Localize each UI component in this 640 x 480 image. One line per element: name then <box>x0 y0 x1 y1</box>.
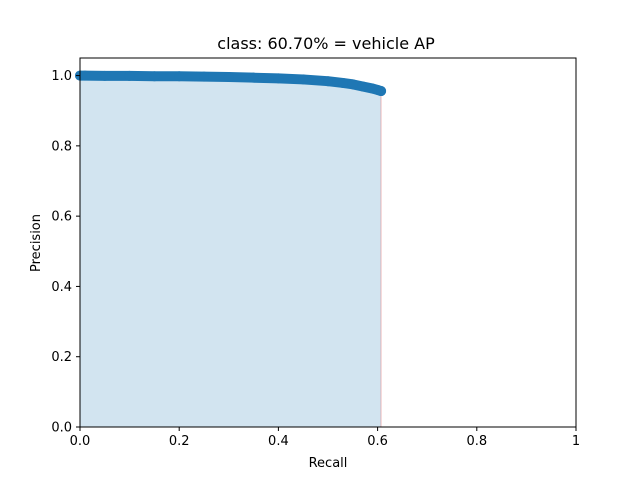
x-tick-label: 1 <box>572 434 580 449</box>
pr-point <box>347 79 358 90</box>
x-axis-label: Recall <box>309 456 348 471</box>
pr-point <box>298 74 309 85</box>
chart-title: class: 60.70% = vehicle AP <box>217 34 435 53</box>
pr-point <box>357 81 368 92</box>
pr-point <box>149 71 160 82</box>
x-tick-label: 0.0 <box>70 434 91 449</box>
pr-point <box>223 71 234 82</box>
x-tick-label: 0.6 <box>367 434 388 449</box>
pr-point <box>124 70 135 81</box>
x-tick-label: 0.8 <box>466 434 487 449</box>
plot-frame <box>79 57 577 428</box>
pr-point <box>248 72 259 83</box>
pr-point <box>323 76 333 87</box>
pr-point <box>79 70 90 81</box>
pr-point <box>376 86 387 97</box>
pr-point <box>99 70 110 81</box>
pr-point <box>199 71 209 82</box>
x-tick-label: 0.4 <box>268 434 289 449</box>
x-tick-label: 0.2 <box>169 434 190 449</box>
axes: 0.0 0.2 0.4 0.6 0.8 1 0.0 0.2 0.4 0.6 0.8 1.0 <box>51 57 580 449</box>
y-tick-label: 0.0 <box>51 421 72 436</box>
y-tick-label: 0.4 <box>51 280 72 295</box>
y-tick-label: 0.6 <box>51 210 72 225</box>
y-tick-label: 0.8 <box>51 139 72 154</box>
y-axis-label: Precision <box>29 214 44 272</box>
pr-point <box>337 77 348 88</box>
pr-point <box>174 71 185 82</box>
area-fill-0 <box>80 75 382 428</box>
pr-point <box>273 73 284 84</box>
y-tick-label: 1.0 <box>51 69 72 84</box>
plot-area <box>75 70 387 428</box>
y-tick-label: 0.2 <box>51 350 72 365</box>
